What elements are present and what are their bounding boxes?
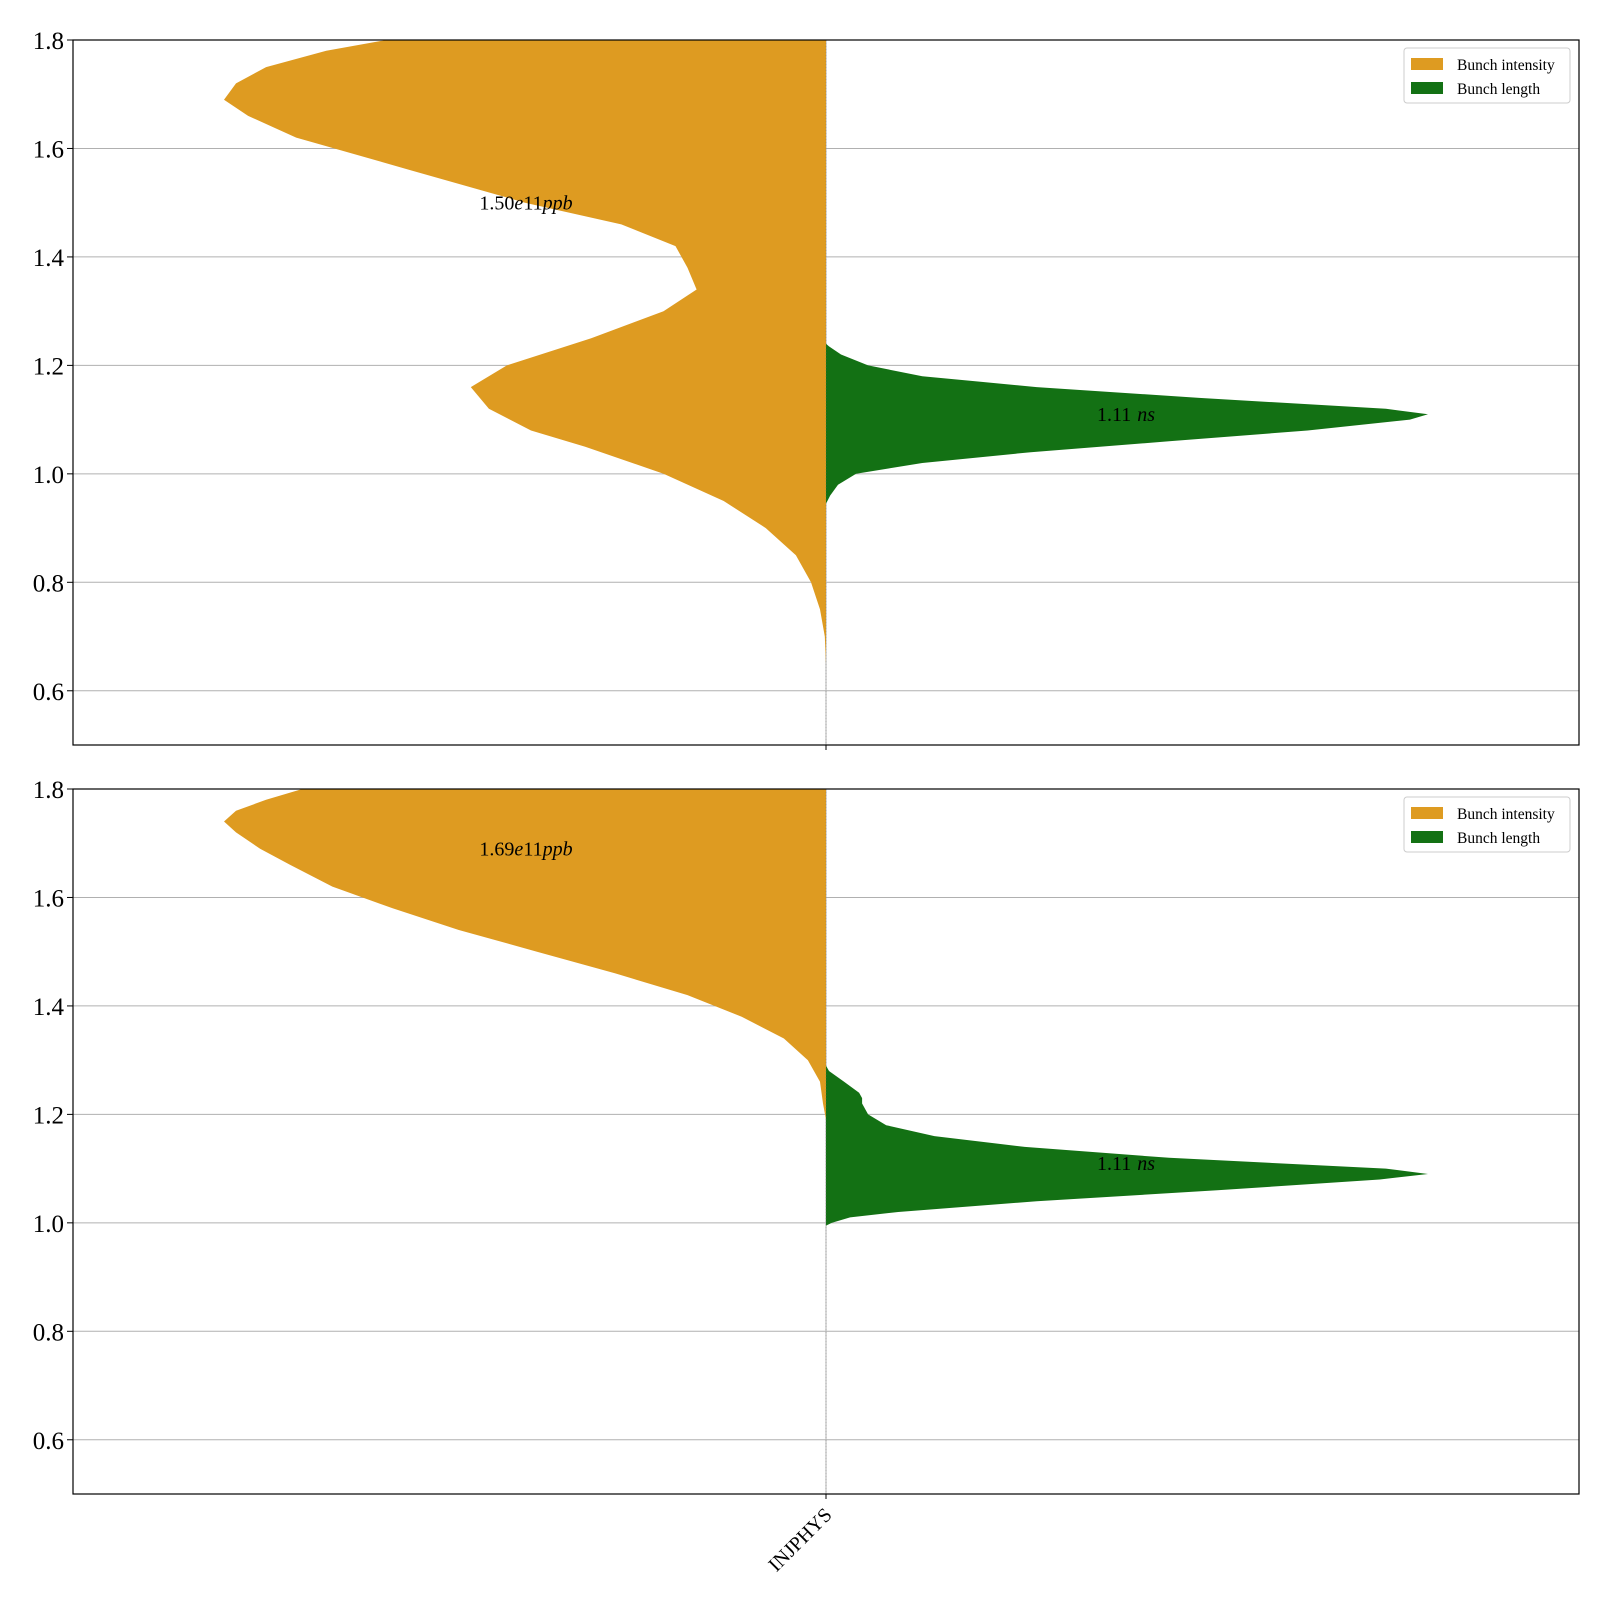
annotation-part: 1.11 xyxy=(1097,404,1131,426)
annotation-part: e xyxy=(514,839,523,861)
legend-swatch xyxy=(1411,831,1443,843)
violin-panel-1: 0.6 0.8 1.0 1.2 1.4 1.6 1.8 1.50e11ppb 1.11 ns Bun… xyxy=(33,28,1580,750)
annotation-part: 1.50 xyxy=(479,193,514,215)
y-tick-label: 1.8 xyxy=(33,777,64,804)
intensity-mean-annotation: 1.69e11ppb xyxy=(479,839,572,861)
y-tick-label: 1.6 xyxy=(33,136,64,163)
annotation-part: 11 xyxy=(523,193,542,215)
legend-label: Bunch length xyxy=(1457,830,1540,847)
legend-swatch xyxy=(1411,82,1443,94)
legend-label: Bunch intensity xyxy=(1457,806,1555,823)
legend-box xyxy=(1403,796,1571,853)
legend-label: Bunch length xyxy=(1457,81,1540,98)
y-tick-label: 1.2 xyxy=(33,353,64,380)
legend-swatch xyxy=(1411,58,1443,70)
violin-panel-2: 0.6 0.8 1.0 1.2 1.4 1.6 1.8 1.69e11ppb 1.11 ns Bun… xyxy=(33,777,1580,1576)
y-tick-label: 1.2 xyxy=(33,1102,64,1129)
annotation-part: ppb xyxy=(541,839,573,861)
length-violin-half xyxy=(826,1065,1428,1226)
annotation-part: e xyxy=(514,193,523,215)
intensity-mean-annotation: 1.50e11ppb xyxy=(479,193,572,215)
y-tick-label: 1.8 xyxy=(33,28,64,55)
legend-label: Bunch intensity xyxy=(1457,57,1555,74)
length-mean-annotation: 1.11 ns xyxy=(1097,1153,1155,1175)
intensity-violin-half xyxy=(224,789,826,1120)
y-tick-label: 1.0 xyxy=(33,462,64,489)
y-tick-label: 1.4 xyxy=(33,994,65,1021)
annotation-part: ns xyxy=(1137,404,1155,426)
length-mean-annotation: 1.11 ns xyxy=(1097,404,1155,426)
y-tick-label: 1.6 xyxy=(33,885,64,912)
y-tick-label: 1.0 xyxy=(33,1211,64,1238)
annotation-part: ns xyxy=(1137,1153,1155,1175)
y-tick-label: 0.8 xyxy=(33,570,64,597)
length-violin-half xyxy=(826,343,1428,504)
legend-box xyxy=(1403,47,1571,104)
y-tick-label: 0.8 xyxy=(33,1319,64,1346)
annotation-part: ppb xyxy=(541,193,573,215)
annotation-part: 1.69 xyxy=(479,839,514,861)
y-tick-label: 0.6 xyxy=(33,679,64,706)
annotation-part: 1.11 xyxy=(1097,1153,1131,1175)
x-tick-label: INJPHYS xyxy=(764,1504,836,1576)
intensity-violin-half xyxy=(224,40,826,664)
y-tick-label: 1.4 xyxy=(33,245,65,272)
legend: Bunch intensity Bunch length xyxy=(1403,796,1571,853)
legend-swatch xyxy=(1411,807,1443,819)
legend: Bunch intensity Bunch length xyxy=(1403,47,1571,104)
y-tick-label: 0.6 xyxy=(33,1428,64,1455)
annotation-part: 11 xyxy=(523,839,542,861)
